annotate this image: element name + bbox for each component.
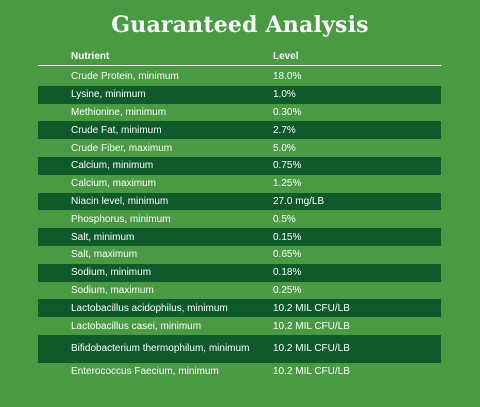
level-cell: 10.2 MIL CFU/LB — [273, 343, 350, 355]
table-row: Enterococcus Faecium, minimum 10.2 MIL C… — [38, 363, 441, 381]
level-cell: 1.25% — [273, 178, 302, 190]
table-row: Salt, minimum 0.15% — [38, 228, 441, 246]
table-row: Lysine, minimum 1.0% — [38, 85, 441, 104]
table-row: Crude Fat, minimum 2.7% — [38, 121, 441, 140]
nutrient-cell: Niacin level, minimum — [71, 195, 169, 207]
nutrient-cell: Methionine, minimum — [71, 106, 167, 118]
level-cell: 0.75% — [273, 160, 302, 172]
level-cell: 18.0% — [273, 71, 302, 83]
analysis-table: Nutrient Level Crude Protein, minimum 18… — [38, 48, 441, 381]
table-row: Phosphorus, minimum 0.5% — [38, 210, 441, 228]
nutrient-cell: Lactobacillus casei, minimum — [71, 320, 202, 332]
table-row: Crude Fiber, maximum 5.0% — [38, 139, 441, 157]
table-row: Sodium, minimum 0.18% — [38, 263, 441, 282]
nutrient-cell: Calcium, minimum — [71, 160, 154, 172]
nutrient-cell: Salt, maximum — [71, 249, 138, 261]
table-row: Lactobacillus casei, minimum 10.2 MIL CF… — [38, 317, 441, 335]
level-cell: 10.2 MIL CFU/LB — [273, 366, 350, 378]
nutrient-cell: Crude Fat, minimum — [71, 124, 162, 136]
level-cell: 2.7% — [273, 124, 296, 136]
column-header-level: Level — [273, 50, 299, 62]
table-row: Sodium, maximum 0.25% — [38, 282, 441, 300]
level-cell: 10.2 MIL CFU/LB — [273, 302, 350, 314]
nutrient-cell: Salt, minimum — [71, 231, 135, 243]
level-cell: 5.0% — [273, 142, 296, 154]
table-body: Crude Protein, minimum 18.0% Lysine, min… — [38, 68, 441, 381]
table-row: Calcium, maximum 1.25% — [38, 175, 441, 193]
table-row: Lactobacillus acidophilus, minimum 10.2 … — [38, 299, 441, 318]
level-cell: 0.15% — [273, 231, 302, 243]
table-row: Bifidobacterium thermophilum, minimum 10… — [38, 334, 441, 363]
nutrient-cell: Enterococcus Faecium, minimum — [71, 366, 219, 378]
table-row: Crude Protein, minimum 18.0% — [38, 68, 441, 86]
nutrient-cell: Sodium, maximum — [71, 284, 154, 296]
nutrient-cell: Crude Protein, minimum — [71, 71, 179, 83]
nutrient-cell: Calcium, maximum — [71, 178, 157, 190]
table-row: Calcium, minimum 0.75% — [38, 156, 441, 175]
level-cell: 27.0 mg/LB — [273, 195, 325, 207]
page-title: Guaranteed Analysis — [111, 12, 369, 38]
level-cell: 1.0% — [273, 89, 296, 101]
table-row: Salt, maximum 0.65% — [38, 246, 441, 264]
table-row: Niacin level, minimum 27.0 mg/LB — [38, 192, 441, 211]
nutrient-cell: Phosphorus, minimum — [71, 213, 171, 225]
nutrient-cell: Bifidobacterium thermophilum, minimum — [71, 343, 250, 355]
level-cell: 0.18% — [273, 267, 302, 279]
level-cell: 0.25% — [273, 284, 302, 296]
level-cell: 0.30% — [273, 106, 302, 118]
nutrient-cell: Lactobacillus acidophilus, minimum — [71, 302, 228, 314]
table-row: Methionine, minimum 0.30% — [38, 104, 441, 122]
level-cell: 10.2 MIL CFU/LB — [273, 320, 350, 332]
level-cell: 0.65% — [273, 249, 302, 261]
nutrient-cell: Crude Fiber, maximum — [71, 142, 173, 154]
column-header-nutrient: Nutrient — [71, 50, 110, 62]
level-cell: 0.5% — [273, 213, 296, 225]
nutrient-cell: Lysine, minimum — [71, 89, 146, 101]
table-header: Nutrient Level — [38, 48, 441, 66]
nutrient-cell: Sodium, minimum — [71, 267, 152, 279]
